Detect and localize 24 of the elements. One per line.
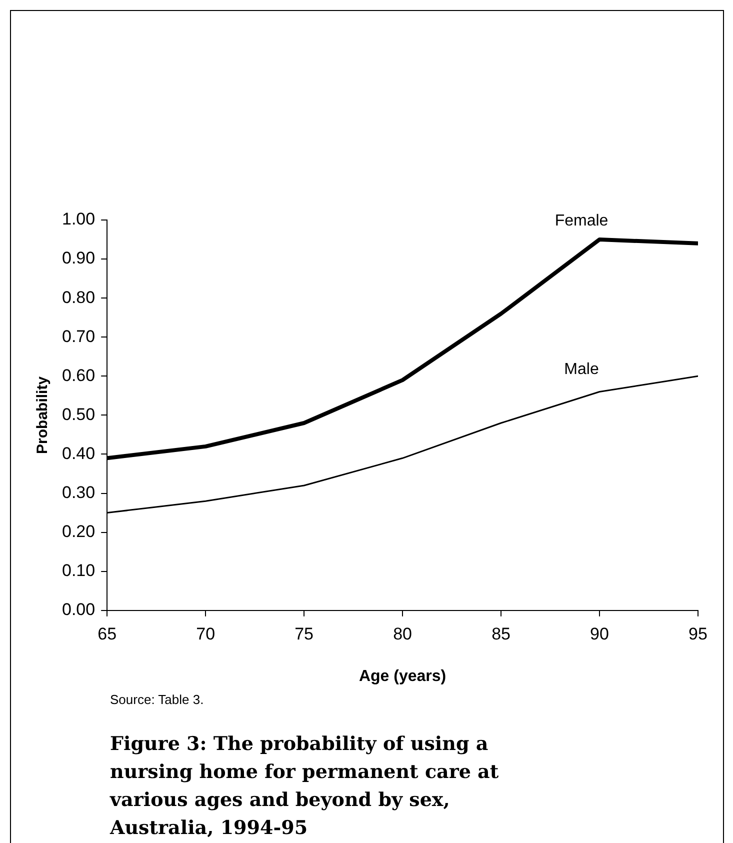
x-tick-label: 70 xyxy=(196,624,216,644)
x-tick-label: 75 xyxy=(294,624,314,644)
x-tick-label: 90 xyxy=(590,624,609,644)
y-tick-label: 0.00 xyxy=(62,600,96,620)
series-label: Female xyxy=(554,212,608,230)
x-tick-label: 95 xyxy=(688,624,708,644)
y-tick-label: 0.80 xyxy=(62,288,96,307)
series-label: Male xyxy=(564,360,599,378)
y-tick-label: 0.70 xyxy=(62,326,96,346)
y-tick-label: 0.90 xyxy=(62,248,96,268)
x-tick-label: 65 xyxy=(98,624,117,644)
y-tick-label: 0.10 xyxy=(62,561,96,580)
y-axis-title: Probability xyxy=(34,376,52,454)
source-note: Source: Table 3. xyxy=(110,692,204,707)
y-tick-label: 0.60 xyxy=(62,366,96,385)
y-tick-label: 0.20 xyxy=(62,522,96,542)
text: Figure 3: The probability of using a nursing home for permanent care at various ages and beyond by sex, Australia, 1994-95 xyxy=(110,732,500,841)
y-tick-label: 0.40 xyxy=(62,444,96,463)
y-tick-label: 1.00 xyxy=(62,210,96,229)
x-axis-title: Age (years) xyxy=(358,668,446,685)
y-tick-label: 0.50 xyxy=(62,404,96,424)
y-tick-label: 0.30 xyxy=(62,482,96,502)
x-tick-label: 85 xyxy=(492,624,510,644)
x-tick-label: 80 xyxy=(393,624,412,644)
